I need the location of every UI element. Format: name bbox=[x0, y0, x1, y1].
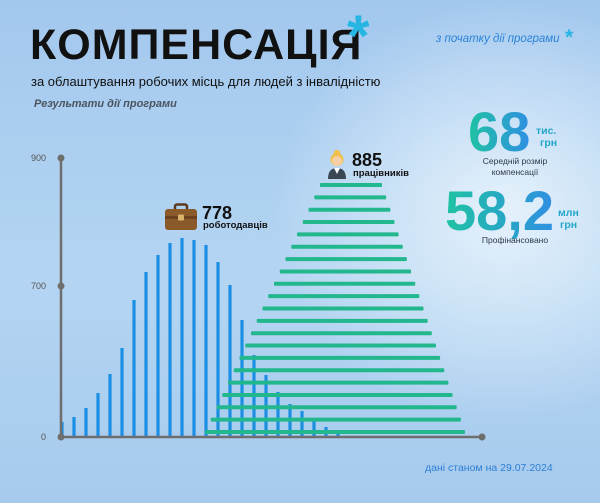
average-caption: Середній розмір компенсації bbox=[455, 156, 575, 178]
funded-caption: Профінансовано bbox=[481, 235, 549, 245]
title-asterisk-icon: * bbox=[347, 4, 370, 69]
workers-bar bbox=[308, 207, 391, 212]
average-unit-top: тис. bbox=[536, 125, 557, 137]
workers-bar bbox=[216, 405, 457, 410]
y-tick-900-dot bbox=[57, 154, 65, 162]
workers-bar bbox=[210, 417, 461, 422]
employers-value: 778 bbox=[202, 203, 233, 223]
workers-bar bbox=[251, 331, 432, 336]
worker-icon bbox=[328, 149, 346, 179]
employers-bar bbox=[132, 300, 136, 437]
workers-bar bbox=[245, 343, 436, 348]
employers-bar bbox=[168, 243, 172, 437]
funded-unit-top: млн bbox=[558, 207, 579, 219]
workers-bar bbox=[279, 269, 412, 274]
workers-bar bbox=[285, 257, 407, 262]
workers-bar bbox=[291, 244, 403, 249]
average-caption-line2: компенсації bbox=[491, 167, 539, 178]
average-compensation-value: 68 bbox=[468, 100, 531, 163]
employers-bar bbox=[336, 433, 340, 437]
average-caption-line1: Середній розмір bbox=[482, 156, 548, 166]
workers-bar bbox=[302, 220, 395, 225]
workers-label: працівників bbox=[353, 168, 409, 179]
funded-value: 58,2 bbox=[445, 179, 554, 242]
employers-bar bbox=[228, 285, 232, 437]
data-date-footnote: дані станом на 29.07.2024 bbox=[425, 462, 553, 474]
workers-bar bbox=[297, 232, 399, 237]
employers-bar bbox=[144, 272, 148, 437]
employers-bar bbox=[276, 392, 280, 437]
period-note: з початку дії програми bbox=[436, 33, 560, 45]
period-asterisk-icon: * bbox=[565, 26, 574, 49]
y-tick-0-dot bbox=[57, 433, 65, 441]
employers-bar bbox=[84, 408, 88, 437]
x-axis-end-dot bbox=[478, 433, 486, 441]
employers-bar bbox=[156, 255, 160, 437]
workers-bar bbox=[256, 318, 428, 323]
employers-label: роботодавців bbox=[203, 220, 268, 231]
workers-bar bbox=[274, 281, 416, 286]
employers-bar bbox=[240, 320, 244, 437]
employers-bar bbox=[108, 374, 112, 437]
workers-bar bbox=[228, 380, 449, 385]
y-tick-label: 700 bbox=[31, 281, 47, 291]
workers-bar bbox=[222, 392, 453, 397]
employers-bar bbox=[96, 393, 100, 437]
workers-value: 885 bbox=[352, 150, 383, 170]
employers-bar bbox=[300, 411, 304, 437]
employers-bar bbox=[216, 262, 220, 437]
workers-bar bbox=[262, 306, 424, 311]
employers-bar bbox=[72, 417, 76, 437]
workers-bar bbox=[320, 183, 382, 187]
employers-bar bbox=[192, 240, 196, 437]
workers-bars bbox=[205, 183, 465, 434]
employers-bar bbox=[120, 348, 124, 437]
y-tick-label: 900 bbox=[31, 153, 47, 163]
subtitle: за облаштування робочих місць для людей … bbox=[31, 74, 381, 89]
axes bbox=[57, 154, 486, 441]
workers-bar bbox=[205, 430, 465, 434]
employers-bar bbox=[312, 420, 316, 437]
funded-unit-bottom: грн bbox=[560, 219, 578, 231]
workers-bar bbox=[233, 368, 445, 373]
y-tick-label: 0 bbox=[41, 432, 47, 442]
page-title: КОМПЕНСАЦІЯ bbox=[30, 21, 363, 69]
chart-title: Результати дії програми bbox=[34, 98, 177, 110]
average-unit-bottom: грн bbox=[540, 137, 558, 149]
briefcase-icon bbox=[165, 203, 197, 230]
employers-bar bbox=[204, 245, 208, 437]
employers-bar bbox=[180, 238, 184, 437]
workers-bar bbox=[314, 195, 387, 200]
y-tick-700-dot bbox=[57, 282, 65, 290]
workers-bar bbox=[239, 355, 441, 360]
workers-bar bbox=[268, 294, 420, 299]
